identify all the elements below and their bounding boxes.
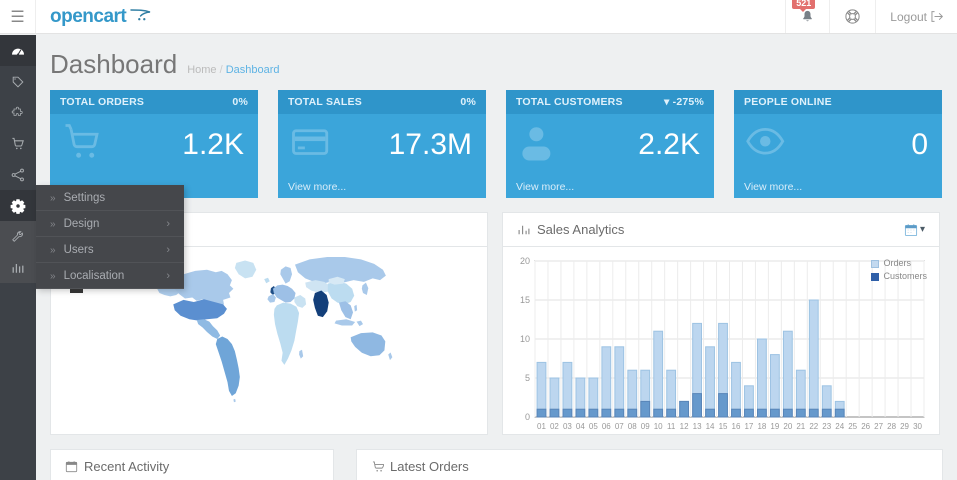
svg-text:29: 29 xyxy=(900,422,909,431)
svg-text:24: 24 xyxy=(835,422,844,431)
svg-text:23: 23 xyxy=(822,422,831,431)
svg-text:30: 30 xyxy=(913,422,922,431)
svg-text:5: 5 xyxy=(525,373,530,383)
svg-text:07: 07 xyxy=(615,422,624,431)
svg-text:01: 01 xyxy=(537,422,546,431)
svg-text:13: 13 xyxy=(693,422,702,431)
svg-text:09: 09 xyxy=(641,422,650,431)
svg-text:18: 18 xyxy=(757,422,766,431)
svg-text:11: 11 xyxy=(667,422,676,431)
svg-text:16: 16 xyxy=(732,422,741,431)
svg-text:14: 14 xyxy=(706,422,715,431)
svg-text:21: 21 xyxy=(796,422,805,431)
svg-text:0: 0 xyxy=(525,412,530,422)
svg-text:15: 15 xyxy=(719,422,728,431)
svg-text:02: 02 xyxy=(550,422,559,431)
svg-text:27: 27 xyxy=(874,422,883,431)
svg-text:17: 17 xyxy=(744,422,753,431)
svg-text:12: 12 xyxy=(680,422,689,431)
svg-text:28: 28 xyxy=(887,422,896,431)
svg-text:06: 06 xyxy=(602,422,611,431)
svg-text:26: 26 xyxy=(861,422,870,431)
svg-text:20: 20 xyxy=(520,256,530,266)
svg-text:10: 10 xyxy=(654,422,663,431)
svg-text:08: 08 xyxy=(628,422,637,431)
svg-text:22: 22 xyxy=(809,422,818,431)
svg-text:25: 25 xyxy=(848,422,857,431)
svg-text:03: 03 xyxy=(563,422,572,431)
svg-text:15: 15 xyxy=(520,295,530,305)
svg-text:04: 04 xyxy=(576,422,585,431)
svg-text:20: 20 xyxy=(783,422,792,431)
svg-text:10: 10 xyxy=(520,334,530,344)
svg-text:05: 05 xyxy=(589,422,598,431)
svg-text:19: 19 xyxy=(770,422,779,431)
